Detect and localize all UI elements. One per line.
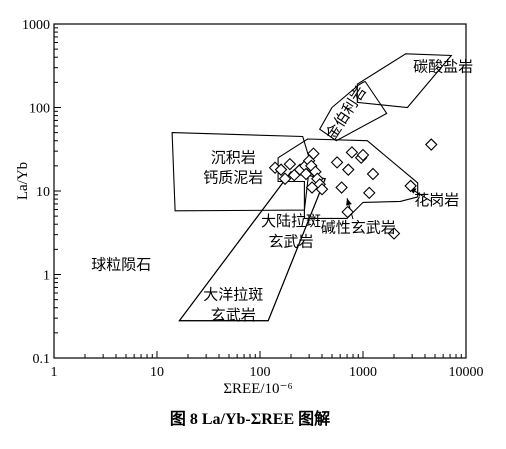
field-label-0: 碳酸盐岩 bbox=[413, 57, 473, 75]
data-point-10 bbox=[307, 147, 320, 160]
x-tick-label: 10 bbox=[150, 365, 164, 380]
field-label-6: 花岗岩 bbox=[414, 191, 459, 209]
data-point-2 bbox=[278, 172, 292, 186]
y-axis-title: La/Yb bbox=[15, 162, 31, 200]
x-tick-label: 100 bbox=[250, 365, 271, 380]
data-point-24 bbox=[341, 205, 354, 219]
x-axis-title: ΣREE/10⁻⁶ bbox=[223, 381, 292, 397]
data-point-1 bbox=[274, 163, 288, 176]
x-tick-label: 10000 bbox=[449, 365, 484, 380]
y-tick-label: 1000 bbox=[22, 18, 50, 33]
field-boundary-5 bbox=[178, 171, 326, 322]
field-label-2: 沉积岩钙质泥岩 bbox=[203, 148, 263, 186]
data-point-19 bbox=[345, 146, 359, 159]
data-point-25 bbox=[387, 227, 401, 240]
field-boundary-0 bbox=[356, 53, 453, 109]
y-tick-label: 1 bbox=[43, 269, 50, 284]
data-point-17 bbox=[335, 181, 348, 194]
y-tick-label: 100 bbox=[29, 102, 50, 117]
data-point-14 bbox=[315, 182, 329, 196]
y-tick-label: 10 bbox=[36, 185, 50, 200]
data-point-18 bbox=[342, 163, 355, 176]
x-tick-label: 1000 bbox=[349, 365, 377, 380]
data-point-26 bbox=[404, 179, 417, 193]
data-point-23 bbox=[366, 167, 380, 181]
field-label-3: 碱性玄武岩 bbox=[321, 218, 396, 236]
annotation-arrow-1 bbox=[408, 187, 433, 203]
data-point-21 bbox=[356, 148, 370, 162]
field-boundary-3 bbox=[277, 138, 419, 219]
data-point-15 bbox=[305, 181, 319, 194]
data-point-16 bbox=[330, 156, 344, 169]
data-point-27 bbox=[424, 138, 438, 151]
y-tick-label: 0.1 bbox=[33, 352, 51, 367]
field-label-7: 球粒陨石 bbox=[91, 255, 151, 273]
data-points bbox=[268, 138, 438, 240]
field-label-4: 大陆拉斑玄武岩 bbox=[261, 212, 321, 250]
figure-caption: 图 8 La/Yb-ΣREE 图解 bbox=[170, 409, 330, 428]
field-label-5: 大洋拉斑玄武岩 bbox=[203, 286, 263, 324]
data-point-22 bbox=[362, 186, 376, 200]
x-tick-label: 1 bbox=[51, 365, 58, 380]
field-boundary-1 bbox=[318, 80, 388, 142]
data-point-3 bbox=[283, 157, 297, 171]
